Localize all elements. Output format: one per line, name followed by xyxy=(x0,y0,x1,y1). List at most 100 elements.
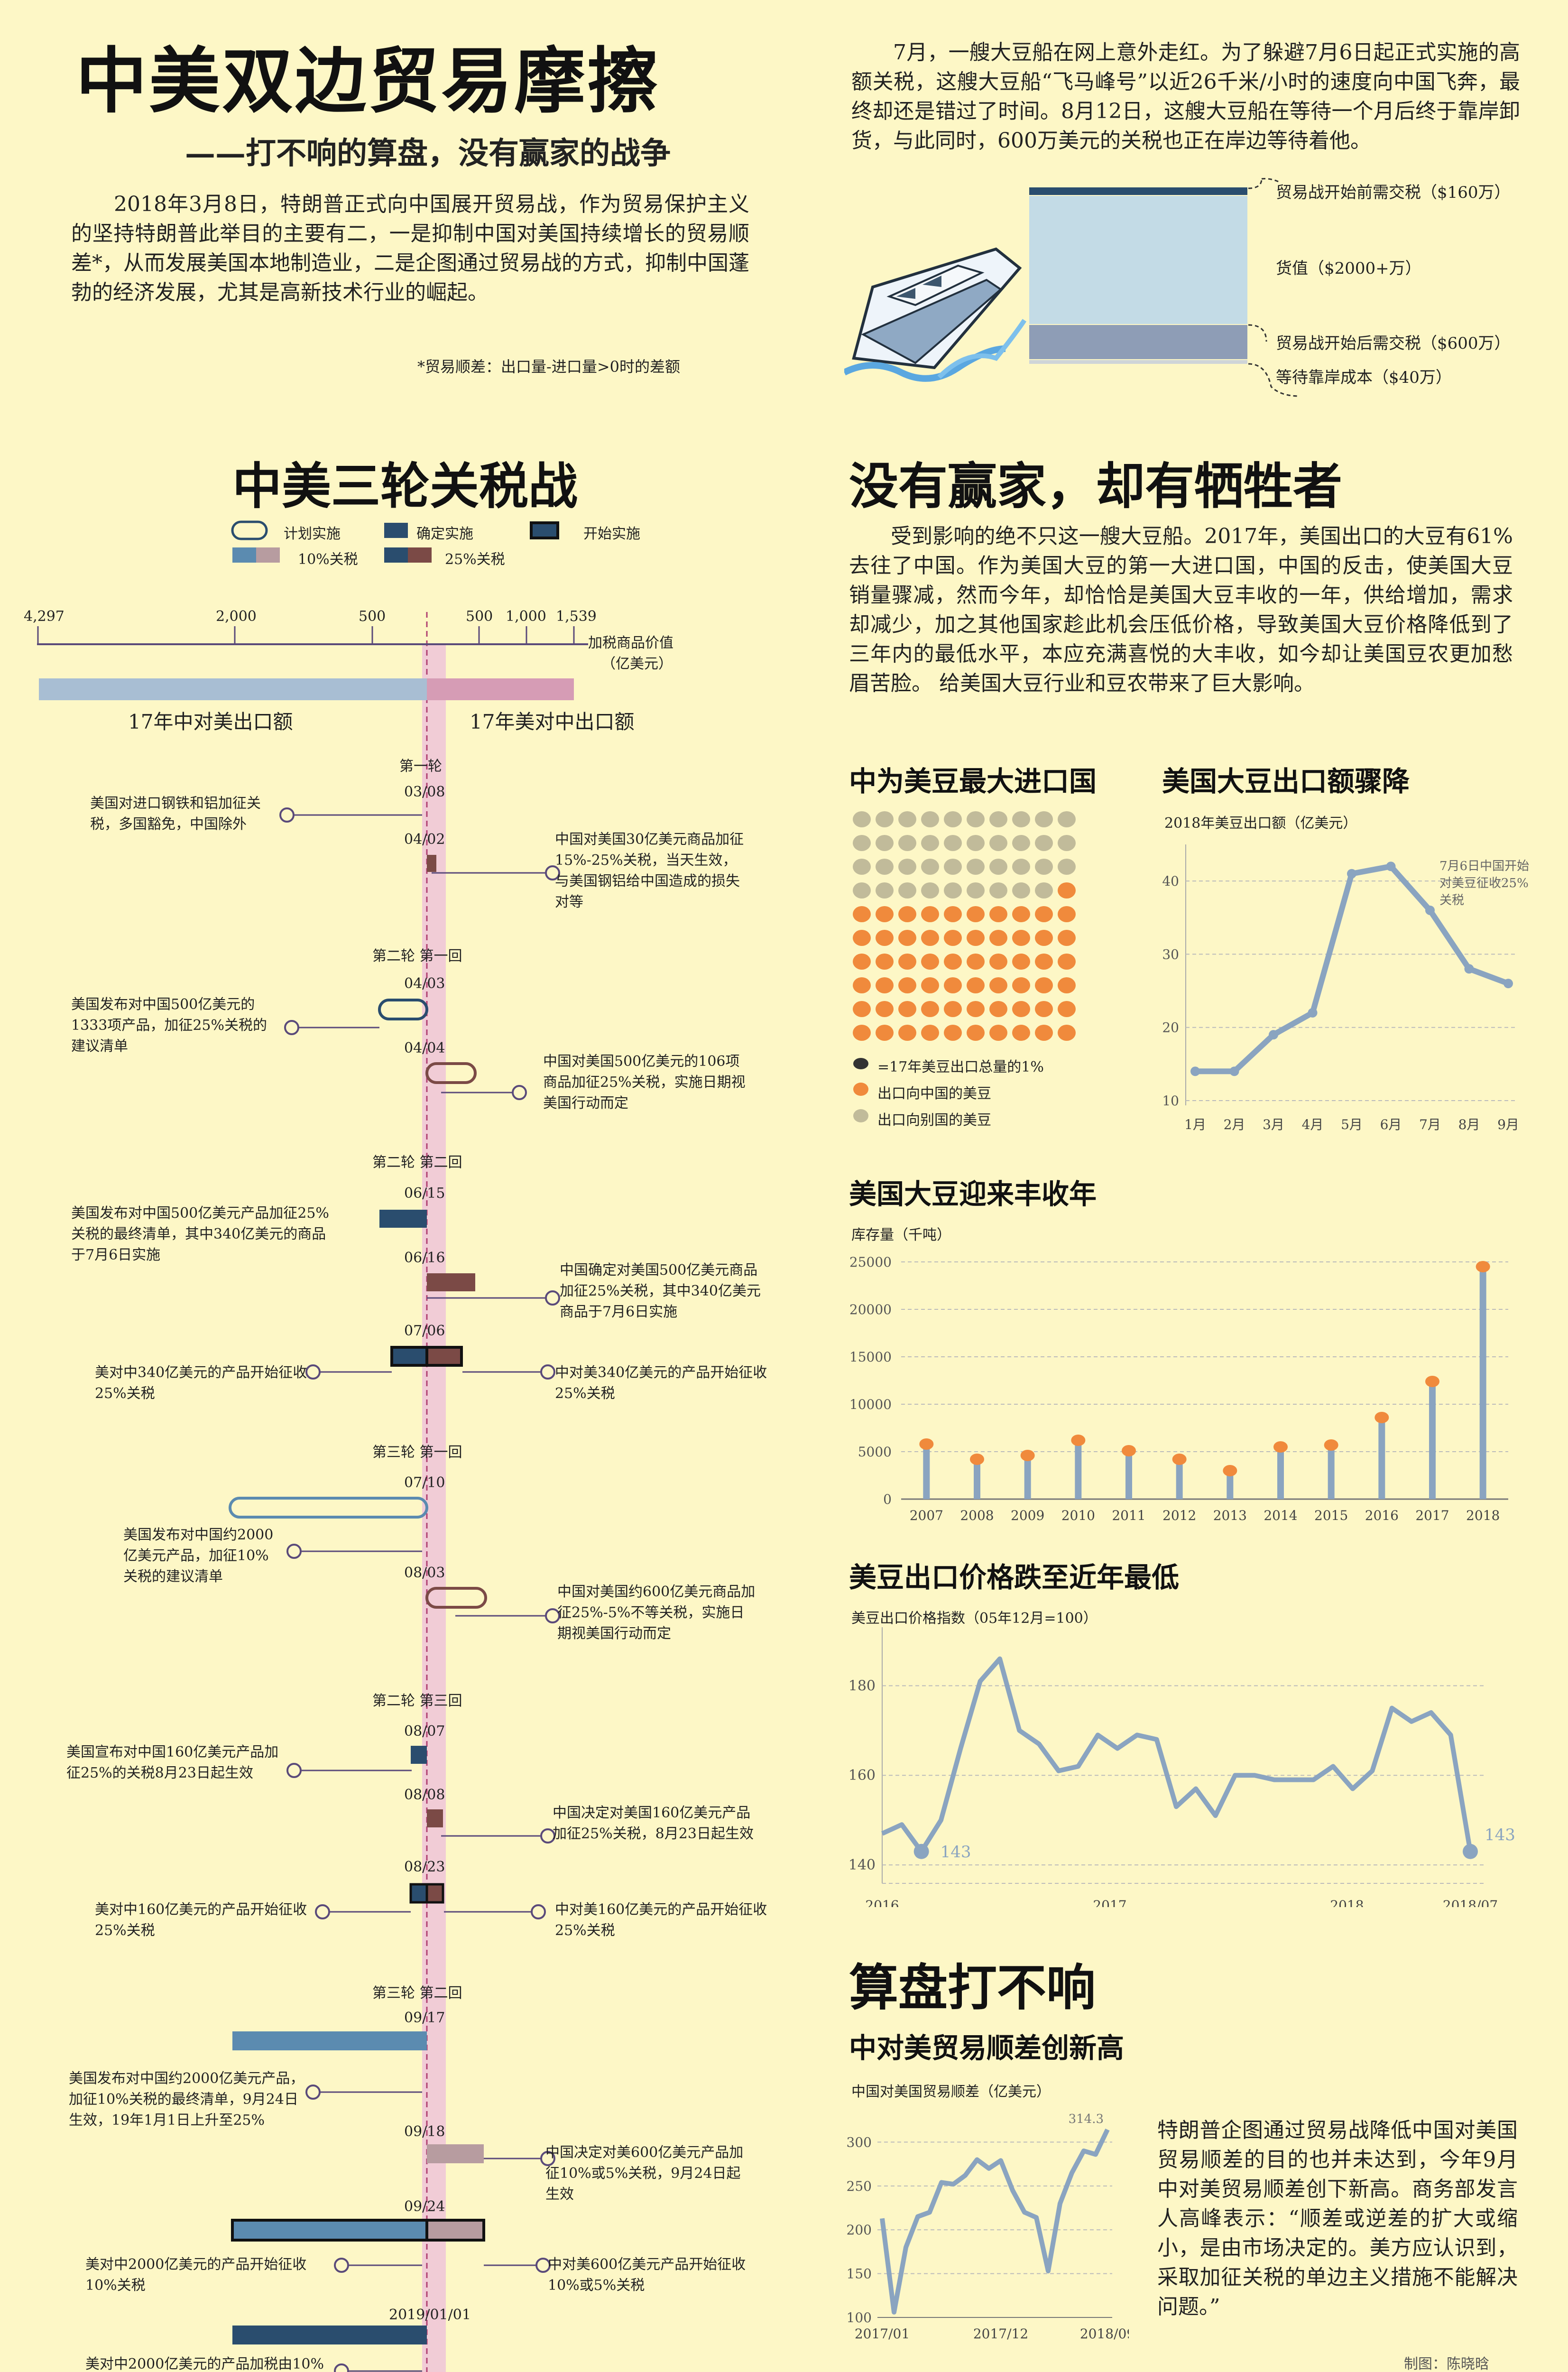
soybean-unit-icon xyxy=(853,1025,871,1041)
harvest-bean-icon xyxy=(1223,1465,1237,1476)
harvest-bar xyxy=(1075,1440,1082,1499)
soybean-unit-icon xyxy=(944,811,962,827)
legend-started-label: 开始实施 xyxy=(583,526,640,542)
bar-09-18 xyxy=(427,2144,484,2163)
export-point xyxy=(1269,1030,1278,1040)
subtitle: ——打不响的算盘，没有赢家的战争 xyxy=(185,136,671,171)
price-x-tick: 2016 xyxy=(865,1898,899,1907)
surplus-max-label: 314.3 xyxy=(1069,2112,1104,2126)
cost-label-cargo: 货值（$2000+万） xyxy=(1276,259,1421,278)
soybean-unit-icon xyxy=(967,930,985,946)
soybean-unit-icon xyxy=(1035,906,1053,922)
soybean-unit-icon xyxy=(1012,906,1030,922)
round-1: 第一轮 xyxy=(399,758,442,775)
soybean-unit-icon xyxy=(876,882,894,899)
soybean-unit-icon xyxy=(921,977,939,993)
bar-2019-01-01 xyxy=(232,2326,427,2344)
soybean-unit-icon xyxy=(853,811,871,827)
round-3-1: 第三轮 第一回 xyxy=(372,1444,462,1461)
soybean-unit-icon xyxy=(898,906,916,922)
export-cn-bar xyxy=(39,678,427,700)
harvest-bar xyxy=(1227,1471,1234,1499)
harvest-bean-icon xyxy=(919,1438,934,1450)
soybean-unit-icon xyxy=(1058,882,1076,899)
date-08-08: 08/08 xyxy=(404,1787,445,1803)
export-point xyxy=(1425,905,1435,915)
export-x-tick: 4月 xyxy=(1302,1117,1324,1132)
soybean-unit-icon xyxy=(1012,977,1030,993)
scale-label-1000: 1,000 xyxy=(506,608,546,625)
surplus-y-tick: 300 xyxy=(847,2134,872,2150)
export-point xyxy=(1229,1066,1239,1076)
harvest-y-tick: 20000 xyxy=(849,1302,892,1317)
soybean-unit-icon xyxy=(989,1025,1007,1041)
soybean-unit-icon xyxy=(876,977,894,993)
bar-08-07 xyxy=(411,1746,427,1764)
ship-icon xyxy=(844,247,1027,382)
no-effect-paragraph: 特朗普企图通过贸易战降低中国对美国贸易顺差的目的也并未达到，今年9月中对美贸易顺… xyxy=(1157,2118,1518,2319)
no-effect-title: 算盘打不响 xyxy=(849,1959,1096,2017)
event-us-2000-proposal: 美国发布对中国约2000亿美元产品，加征10%关税的建议清单 xyxy=(123,1527,274,1585)
export-point xyxy=(1386,862,1396,871)
harvest-bar xyxy=(1378,1418,1385,1499)
harvest-x-tick: 2015 xyxy=(1314,1508,1348,1523)
soybean-unit-icon xyxy=(967,882,985,899)
scale-label-500-right: 500 xyxy=(466,608,493,625)
soybean-unit-icon xyxy=(876,954,894,970)
event-us-160-announce: 美国宣布对中国160亿美元产品加征25%的关税8月23日起生效 xyxy=(66,1744,279,1781)
round-2-2: 第二轮 第二回 xyxy=(372,1154,462,1171)
harvest-bean-icon xyxy=(1476,1261,1490,1272)
legend-planned-label: 计划实施 xyxy=(284,526,341,542)
soybean-unit-icon xyxy=(967,1001,985,1017)
soybean-unit-icon xyxy=(967,906,985,922)
bar-09-24-us xyxy=(231,2219,428,2242)
price-chart-ylabel: 美豆出口价格指数（05年12月=100） xyxy=(851,1610,1098,1627)
surplus-x-tick: 2018/09 xyxy=(1080,2326,1129,2342)
event-us-2000-raise: 美对中2000亿美元的产品加税由10%变为25% xyxy=(85,2356,324,2372)
soybean-unit-icon xyxy=(1058,906,1076,922)
bean-one-percent-icon xyxy=(853,1058,868,1069)
pill-04-03 xyxy=(378,999,428,1020)
export-cn-label: 17年中对美出口额 xyxy=(128,710,293,733)
soybean-unit-icon xyxy=(944,835,962,851)
date-07-06: 07/06 xyxy=(404,1323,445,1339)
event-cn-600-start: 中对美600亿美元产品开始征收10%或5%关税 xyxy=(548,2256,746,2294)
soybean-unit-icon xyxy=(921,906,939,922)
pill-08-03 xyxy=(425,1587,487,1609)
soybean-unit-icon xyxy=(989,906,1007,922)
harvest-x-tick: 2014 xyxy=(1264,1508,1297,1523)
harvest-y-tick: 25000 xyxy=(849,1254,892,1270)
date-2019-01-01: 2019/01/01 xyxy=(389,2307,471,2323)
soybean-unit-icon xyxy=(1035,811,1053,827)
bar-07-06-us xyxy=(390,1346,428,1367)
tariff-war-title: 中美三轮关税战 xyxy=(232,457,578,515)
soybean-cost-diagram xyxy=(844,178,1300,397)
export-us-bar xyxy=(427,678,574,700)
cost-bar-wait xyxy=(1029,360,1247,364)
harvest-chart-title: 美国大豆迎来丰收年 xyxy=(849,1178,1097,1210)
round-3-2: 第三轮 第二回 xyxy=(372,1985,462,2001)
harvest-bean-icon xyxy=(1122,1445,1136,1456)
soybean-unit-icon xyxy=(989,977,1007,993)
date-08-07: 08/07 xyxy=(404,1723,445,1740)
export-x-tick: 5月 xyxy=(1341,1117,1363,1132)
soybean-unit-icon xyxy=(853,906,871,922)
harvest-bean-icon xyxy=(1374,1412,1389,1423)
importer-legend-3: 出口向别国的美豆 xyxy=(877,1112,991,1129)
scale-caption-2: （亿美元） xyxy=(601,656,673,672)
bar-07-06-cn xyxy=(425,1346,463,1367)
soybean-unit-icon xyxy=(967,835,985,851)
harvest-x-tick: 2018 xyxy=(1466,1508,1500,1523)
cost-label-after: 贸易战开始后需交税（$600万） xyxy=(1276,334,1511,353)
export-line-chart: 10 20 30 40 1月 2月 3月 4月 5月 6月 7月 8月 9月 xyxy=(1162,844,1519,1132)
event-us-1333-list: 美国发布对中国500亿美元的1333项产品，加征25%关税的建议清单 xyxy=(71,996,267,1055)
footnote: *贸易顺差：出口量-进口量>0时的差额 xyxy=(417,358,680,376)
no-winner-title: 没有赢家，却有牺牲者 xyxy=(849,457,1343,515)
soybean-unit-icon xyxy=(1035,977,1053,993)
soybean-unit-icon xyxy=(876,835,894,851)
harvest-y-tick: 10000 xyxy=(849,1397,892,1412)
price-x-tick: 2018 xyxy=(1330,1898,1364,1907)
harvest-y-tick: 15000 xyxy=(849,1349,892,1365)
surplus-y-tick: 100 xyxy=(847,2310,872,2326)
